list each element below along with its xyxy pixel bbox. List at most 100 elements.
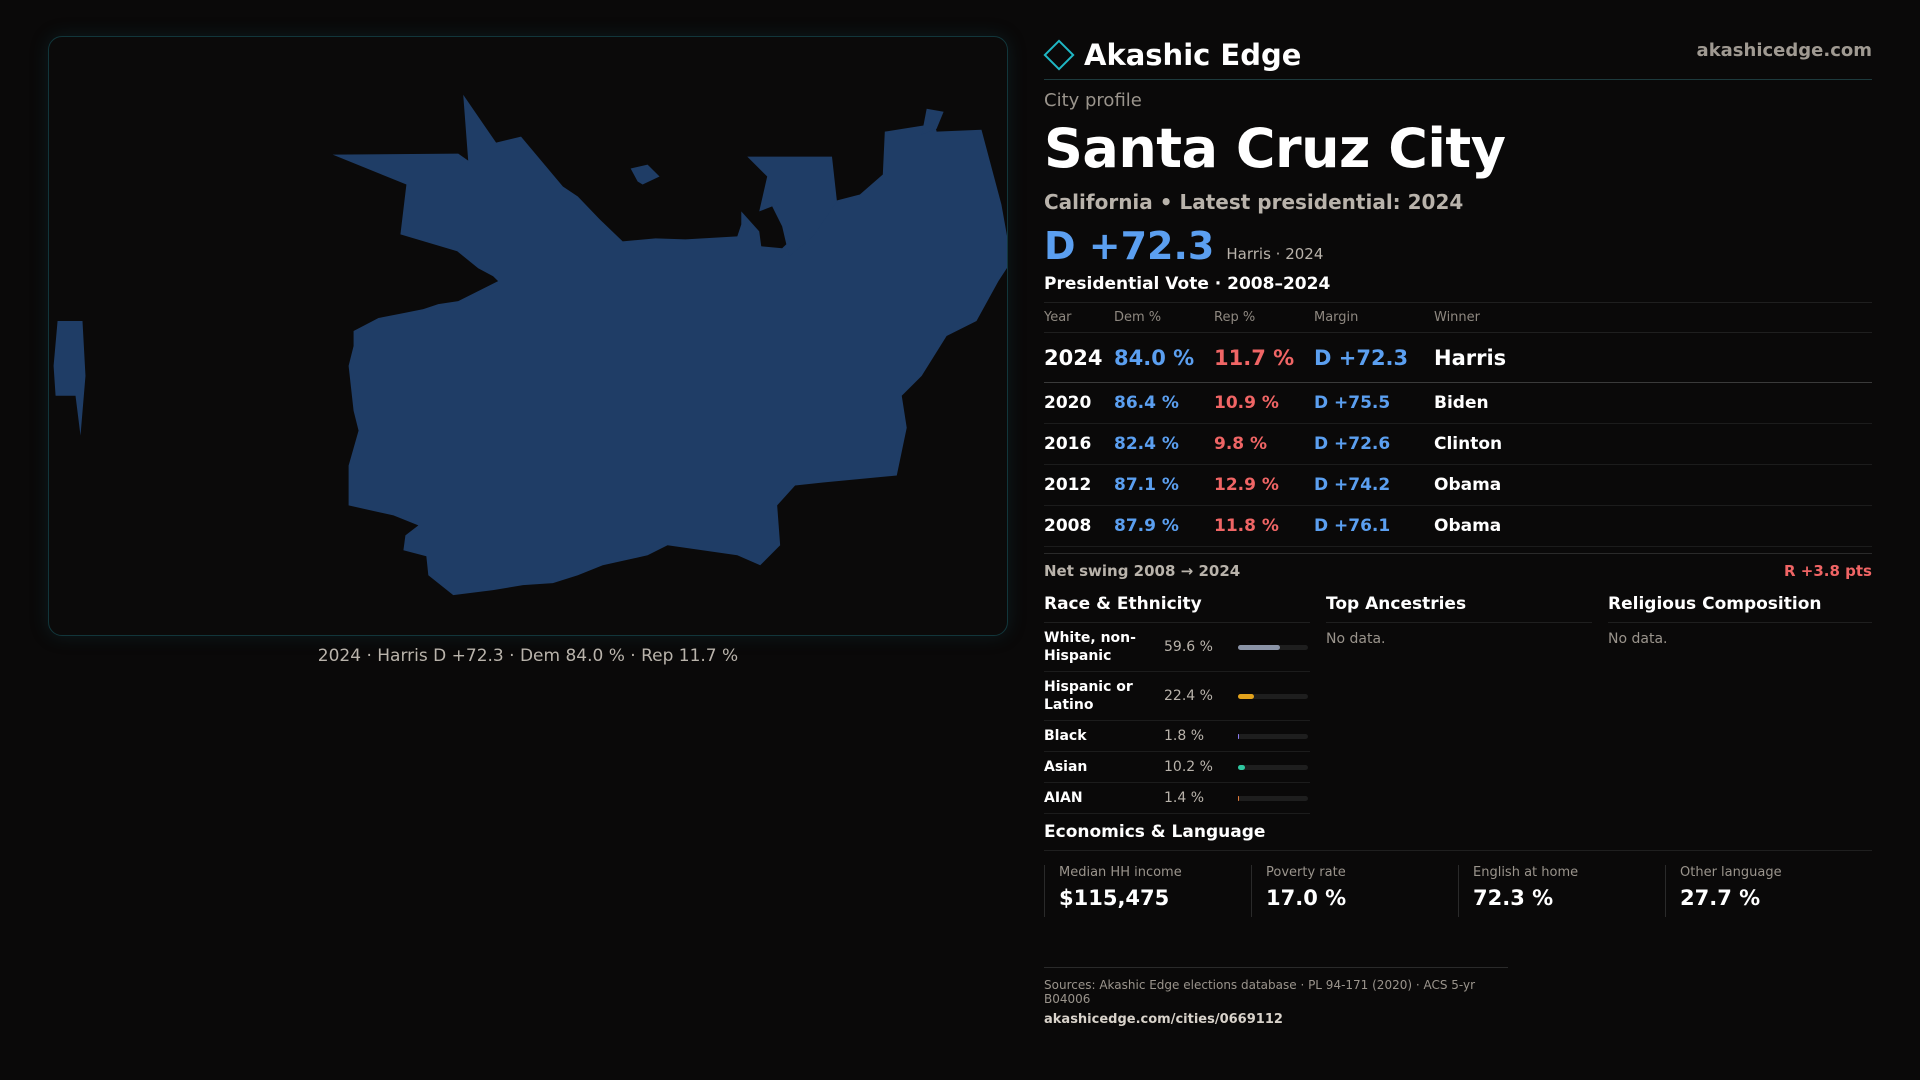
presidential-vote-table: Year Dem % Rep % Margin Winner 2024 84.0…: [1044, 302, 1872, 547]
religion-section-title: Religious Composition: [1608, 594, 1872, 623]
cell-rep: 12.9 %: [1214, 464, 1314, 506]
cell-year: 2016: [1044, 423, 1114, 465]
race-row: AIAN 1.4 %: [1044, 783, 1310, 814]
headline-winner: Harris · 2024: [1226, 245, 1324, 263]
economics-section-title: Economics & Language: [1044, 822, 1872, 851]
race-row: Black 1.8 %: [1044, 721, 1310, 752]
race-bar: [1238, 764, 1308, 770]
cell-margin: D +75.5: [1314, 382, 1434, 424]
cell-year: 2012: [1044, 464, 1114, 506]
economics-stats: Median HH income $115,475 Poverty rate 1…: [1044, 865, 1872, 917]
race-bar-fill: [1238, 733, 1240, 739]
cell-rep: 10.9 %: [1214, 382, 1314, 424]
race-name: White, non-Hispanic: [1044, 630, 1136, 664]
profile-kicker: City profile: [1044, 90, 1142, 111]
stat-english-at-home: English at home 72.3 %: [1458, 865, 1665, 917]
cell-year: 2008: [1044, 505, 1114, 547]
race-bar-fill: [1238, 795, 1240, 801]
city-boundary-north-lobe: [747, 156, 837, 257]
cell-dem: 82.4 %: [1114, 423, 1214, 465]
cell-winner: Harris: [1434, 332, 1872, 383]
race-name: Asian: [1044, 759, 1088, 775]
race-row: White, non-Hispanic 59.6 %: [1044, 623, 1310, 672]
race-ethnicity-card: Race & Ethnicity White, non-Hispanic 59.…: [1044, 594, 1310, 814]
ancestries-empty: No data.: [1326, 631, 1386, 647]
brand-name[interactable]: Akashic Edge: [1084, 37, 1302, 72]
stat-poverty-rate: Poverty rate 17.0 %: [1251, 865, 1458, 917]
city-boundary-map: [53, 94, 1007, 596]
stat-value: 17.0 %: [1266, 886, 1347, 910]
stat-other-language: Other language 27.7 %: [1665, 865, 1872, 917]
cell-margin: D +76.1: [1314, 505, 1434, 547]
sources-footer: Sources: Akashic Edge elections database…: [1044, 967, 1508, 1027]
cell-rep: 11.8 %: [1214, 505, 1314, 547]
cell-dem: 86.4 %: [1114, 382, 1214, 424]
net-swing-label: Net swing 2008 → 2024: [1044, 562, 1241, 580]
race-bar-fill: [1238, 693, 1254, 699]
sources-text: Sources: Akashic Edge elections database…: [1044, 978, 1476, 1006]
city-boundary-ne-tip: [921, 108, 944, 135]
race-name: Black: [1044, 728, 1087, 744]
cell-rep: 11.7 %: [1214, 332, 1314, 383]
column-header-margin: Margin: [1314, 302, 1434, 333]
table-header-row: Year Dem % Rep % Margin Winner: [1044, 302, 1872, 333]
column-header-winner: Winner: [1434, 302, 1872, 333]
race-pct: 59.6 %: [1164, 639, 1213, 655]
race-bar: [1238, 693, 1308, 699]
stat-label: Poverty rate: [1266, 865, 1346, 880]
city-map[interactable]: [48, 36, 1008, 636]
race-section-title: Race & Ethnicity: [1044, 594, 1310, 623]
stat-label: Other language: [1680, 865, 1782, 880]
race-pct: 1.8 %: [1164, 728, 1205, 744]
page-url-link[interactable]: akashicedge.com/cities/0669112: [1044, 1012, 1283, 1027]
race-pct: 22.4 %: [1164, 688, 1213, 704]
city-boundary-main: [332, 94, 1007, 596]
race-name: AIAN: [1044, 790, 1083, 806]
stat-label: English at home: [1473, 865, 1579, 880]
ancestries-card: Top Ancestries No data.: [1326, 594, 1592, 814]
race-row: Hispanic or Latino 22.4 %: [1044, 672, 1310, 721]
stat-value: 72.3 %: [1473, 886, 1554, 910]
cell-winner: Obama: [1434, 464, 1872, 506]
cell-year: 2024: [1044, 332, 1114, 383]
cell-winner: Biden: [1434, 382, 1872, 424]
column-header-year: Year: [1044, 302, 1114, 333]
cell-dem: 87.1 %: [1114, 464, 1214, 506]
cell-dem: 87.9 %: [1114, 505, 1214, 547]
cell-year: 2020: [1044, 382, 1114, 424]
race-pct: 10.2 %: [1164, 759, 1213, 775]
cell-winner: Obama: [1434, 505, 1872, 547]
demographics-section: Race & Ethnicity White, non-Hispanic 59.…: [1044, 594, 1872, 814]
race-bar: [1238, 795, 1308, 801]
cell-rep: 9.8 %: [1214, 423, 1314, 465]
race-bar-fill: [1238, 644, 1280, 650]
religion-empty: No data.: [1608, 631, 1668, 647]
brand-header: Akashic Edge akashicedge.com: [1043, 30, 1872, 80]
city-boundary-small-island: [630, 164, 660, 185]
stat-value: 27.7 %: [1680, 886, 1761, 910]
race-bar-fill: [1238, 764, 1246, 770]
brand-domain-link[interactable]: akashicedge.com: [1696, 40, 1872, 61]
headline-margin: D +72.3: [1044, 224, 1215, 268]
city-profile-panel: Akashic Edge akashicedge.com City profil…: [1043, 30, 1872, 1027]
cell-margin: D +72.3: [1314, 332, 1434, 383]
cell-dem: 84.0 %: [1114, 332, 1214, 383]
religion-card: Religious Composition No data.: [1608, 594, 1872, 814]
race-pct: 1.4 %: [1164, 790, 1205, 806]
table-row: 2020 86.4 % 10.9 % D +75.5 Biden: [1044, 382, 1872, 424]
diamond-logo-icon: [1043, 38, 1075, 71]
race-row: Asian 10.2 %: [1044, 752, 1310, 783]
cell-margin: D +72.6: [1314, 423, 1434, 465]
column-header-dem: Dem %: [1114, 302, 1214, 333]
cell-winner: Clinton: [1434, 423, 1872, 465]
city-boundary-west-fragment: [53, 321, 86, 436]
stat-label: Median HH income: [1059, 865, 1182, 880]
table-row: 2012 87.1 % 12.9 % D +74.2 Obama: [1044, 464, 1872, 506]
vote-section-title: Presidential Vote · 2008–2024: [1044, 274, 1331, 294]
cell-margin: D +74.2: [1314, 464, 1434, 506]
net-swing-value: R +3.8 pts: [1784, 562, 1872, 580]
profile-subtitle: California • Latest presidential: 2024: [1044, 190, 1464, 214]
net-swing: Net swing 2008 → 2024 R +3.8 pts: [1044, 553, 1872, 580]
column-header-rep: Rep %: [1214, 302, 1314, 333]
table-row: 2016 82.4 % 9.8 % D +72.6 Clinton: [1044, 423, 1872, 465]
